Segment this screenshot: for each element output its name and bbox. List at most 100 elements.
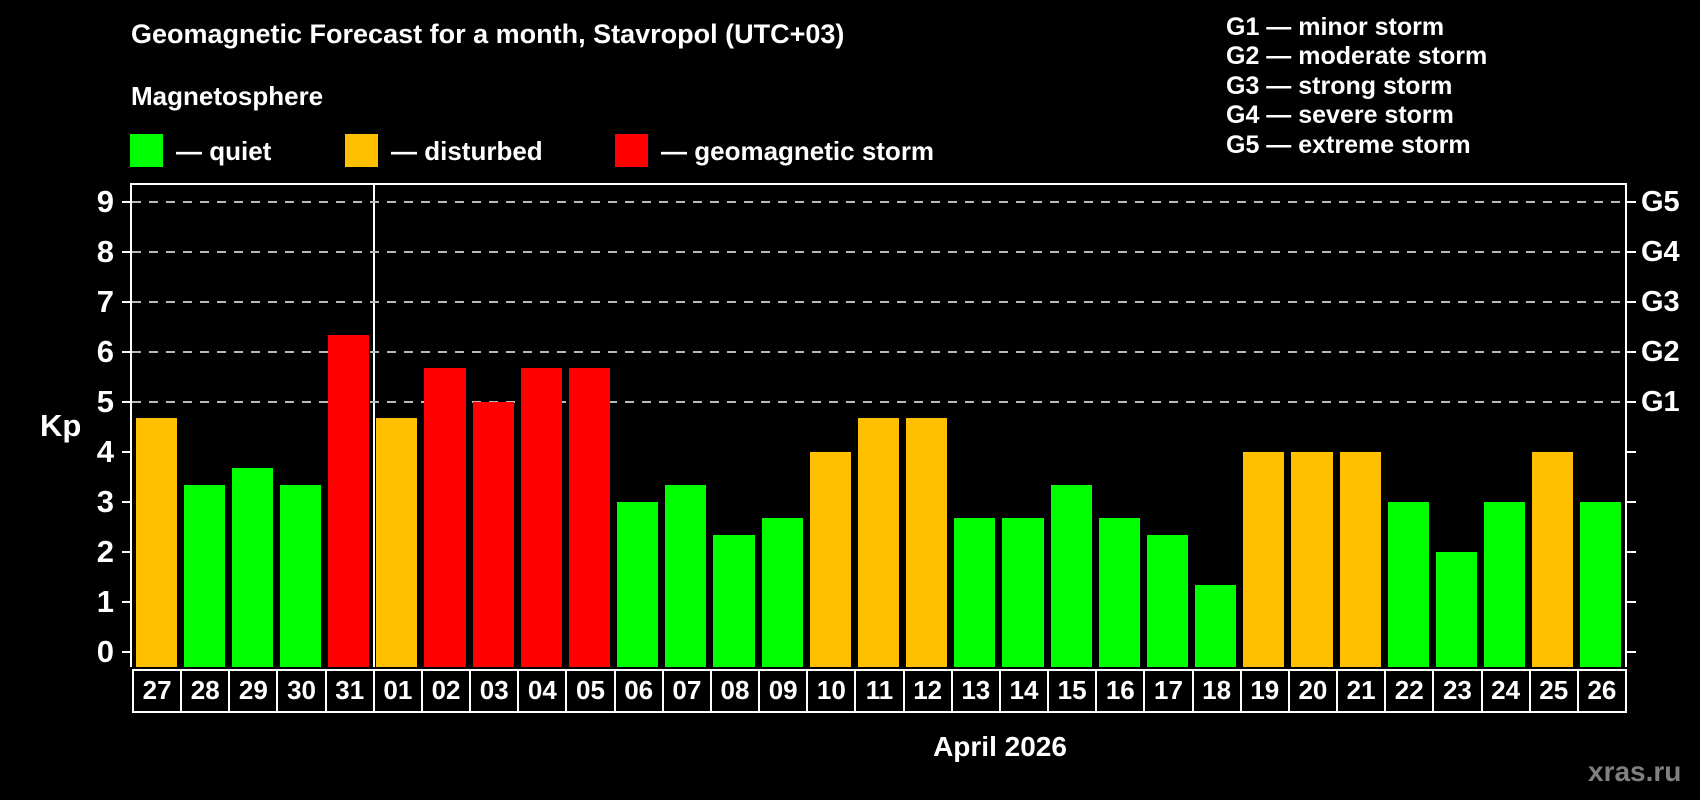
- y-axis-tick: [122, 650, 131, 653]
- day-label-25: 25: [1528, 669, 1579, 713]
- kp-bar-day-09: [761, 518, 803, 667]
- y-axis-tick: [122, 400, 131, 403]
- storm-scale-line-g5: G5 — extreme storm: [1226, 130, 1471, 159]
- kp-bar-day-28: [183, 485, 225, 667]
- storm-scale-legend: G1 — minor storm G2 — moderate storm G3 …: [1226, 13, 1487, 160]
- plot-top-border: [130, 183, 1627, 185]
- kp-bar-day-24: [1484, 501, 1526, 667]
- gridline-kp7: [132, 300, 1625, 303]
- right-axis-label-g5: G5: [1641, 185, 1680, 218]
- right-axis-tick: [1627, 250, 1636, 253]
- kp-bar-day-29: [231, 468, 273, 667]
- storm-scale-line-g2: G2 — moderate storm: [1226, 42, 1488, 71]
- y-axis-tick: [122, 350, 131, 353]
- storm-scale-line-g4: G4 — severe storm: [1226, 101, 1454, 130]
- y-axis-tick-label: 8: [96, 233, 114, 269]
- right-axis-tick: [1627, 300, 1636, 303]
- right-axis-tick: [1627, 450, 1636, 453]
- right-axis-label-g2: G2: [1641, 335, 1680, 368]
- kp-bar-day-12: [906, 418, 948, 667]
- y-axis-tick-label: 0: [96, 633, 114, 669]
- kp-bar-day-07: [665, 485, 707, 667]
- day-label-15: 15: [1047, 669, 1098, 713]
- legend-swatch-disturbed: [345, 134, 378, 167]
- day-label-18: 18: [1191, 669, 1242, 713]
- watermark: xras.ru: [1588, 756, 1682, 787]
- kp-bar-day-18: [1195, 585, 1237, 667]
- day-label-19: 19: [1239, 669, 1290, 713]
- kp-bar-day-02: [424, 368, 466, 667]
- right-axis-label-g3: G3: [1641, 285, 1680, 318]
- day-label-20: 20: [1287, 669, 1339, 713]
- month-separator-line: [373, 185, 375, 667]
- kp-bar-day-06: [617, 501, 659, 667]
- right-axis-tick: [1627, 500, 1636, 503]
- gridline-kp8: [132, 250, 1625, 253]
- gridline-kp9: [132, 200, 1625, 203]
- legend-swatch-storm: [615, 134, 648, 167]
- y-axis-tick-label: 7: [96, 283, 114, 319]
- legend-swatch-quiet: [130, 134, 163, 167]
- kp-bar-day-13: [954, 518, 996, 667]
- storm-scale-line-g3: G3 — strong storm: [1226, 71, 1453, 100]
- right-axis-line: [1625, 183, 1627, 667]
- day-label-03: 03: [469, 669, 520, 713]
- right-axis-label-g1: G1: [1641, 385, 1680, 418]
- kp-bar-day-11: [857, 418, 900, 667]
- kp-bar-day-15: [1050, 485, 1092, 667]
- kp-bar-day-04: [520, 368, 562, 667]
- day-label-24: 24: [1480, 669, 1531, 713]
- kp-bar-day-03: [472, 401, 514, 667]
- day-label-29: 29: [228, 669, 279, 713]
- y-axis-tick: [122, 300, 131, 303]
- kp-bar-day-20: [1291, 451, 1333, 667]
- day-label-14: 14: [998, 669, 1050, 713]
- kp-bar-day-22: [1387, 501, 1429, 667]
- day-label-13: 13: [950, 669, 1001, 713]
- day-label-05: 05: [565, 669, 616, 713]
- day-label-22: 22: [1384, 669, 1435, 713]
- y-axis-tick-label: 9: [96, 183, 114, 219]
- y-axis-tick-label: 2: [96, 533, 114, 569]
- y-axis-tick: [122, 500, 131, 503]
- day-label-17: 17: [1143, 669, 1194, 713]
- day-label-28: 28: [180, 669, 231, 713]
- right-axis-tick: [1627, 350, 1636, 353]
- y-axis-tick: [122, 200, 131, 203]
- day-label-09: 09: [758, 669, 809, 713]
- kp-bar-day-31: [328, 335, 370, 667]
- kp-bar-day-05: [568, 368, 611, 667]
- day-label-16: 16: [1095, 669, 1146, 713]
- gridline-kp5: [132, 400, 1625, 403]
- day-label-26: 26: [1576, 669, 1627, 713]
- y-axis-tick: [122, 600, 131, 603]
- y-axis-tick: [122, 550, 131, 553]
- right-axis-tick: [1627, 600, 1636, 603]
- right-axis-label-g4: G4: [1641, 235, 1680, 268]
- day-label-11: 11: [854, 669, 905, 713]
- kp-bar-day-17: [1146, 535, 1189, 667]
- kp-bar-day-14: [1002, 518, 1044, 667]
- kp-bar-day-25: [1532, 451, 1574, 667]
- y-axis-tick-label: 4: [96, 433, 114, 469]
- day-label-06: 06: [613, 669, 664, 713]
- right-axis-tick: [1627, 400, 1636, 403]
- kp-bar-day-01: [376, 418, 418, 667]
- y-axis-tick-label: 3: [96, 483, 114, 519]
- kp-bar-day-16: [1098, 518, 1140, 667]
- kp-bar-day-26: [1580, 501, 1622, 667]
- kp-bar-day-30: [279, 485, 322, 667]
- day-label-21: 21: [1336, 669, 1387, 713]
- kp-bar-day-23: [1435, 551, 1477, 667]
- kp-bar-day-10: [809, 451, 851, 667]
- y-axis-line: [130, 183, 132, 667]
- kp-bar-day-19: [1243, 451, 1285, 667]
- x-axis-month-label: April 2026: [933, 731, 1067, 762]
- chart-subtitle: Magnetosphere: [131, 81, 324, 111]
- day-label-30: 30: [276, 669, 327, 713]
- day-label-10: 10: [806, 669, 857, 713]
- kp-bar-day-21: [1339, 451, 1381, 667]
- y-axis-tick: [122, 450, 131, 453]
- day-label-07: 07: [661, 669, 712, 713]
